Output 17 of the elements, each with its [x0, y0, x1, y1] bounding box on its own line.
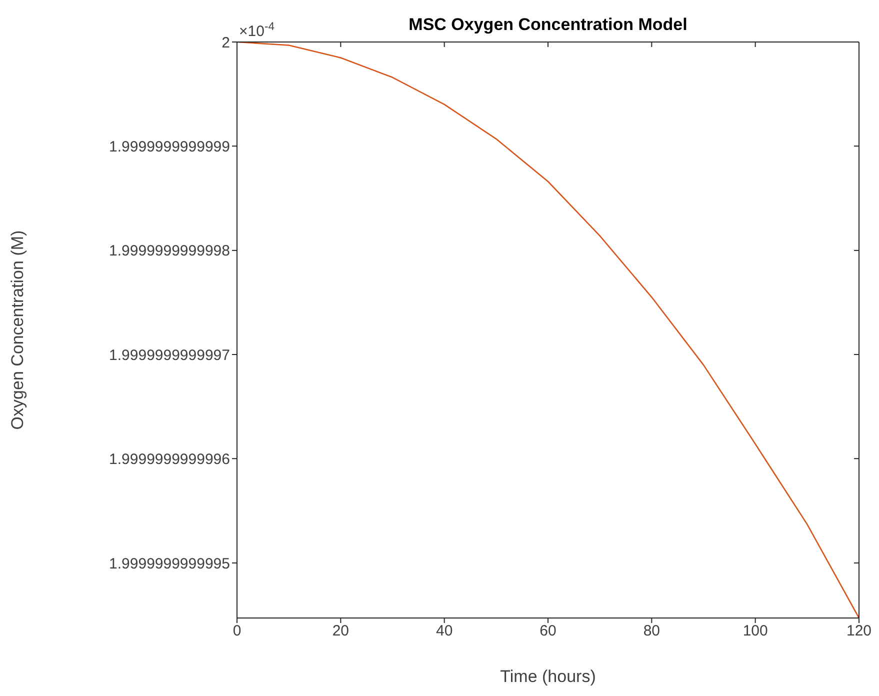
x-tick-label: 40 — [436, 622, 453, 640]
text: ×10$^{-4}$ — [239, 21, 274, 40]
chart-title: MSC Oxygen Concentration Model — [408, 15, 688, 34]
x-tick-label: 0 — [232, 622, 242, 640]
x-tick-label: 80 — [643, 622, 660, 640]
y-tick-label: 2 — [222, 34, 230, 52]
x-tick-label: 100 — [742, 622, 768, 640]
y-tick-label: 1.9999999999998 — [109, 242, 230, 260]
x-axis-title: Time (hours) — [500, 667, 596, 686]
x-tick-label: 20 — [332, 622, 350, 640]
x-tick-label: 120 — [846, 622, 872, 640]
y-tick-label: 1.9999999999999 — [109, 138, 230, 156]
y-tick-label: 1.9999999999995 — [109, 555, 230, 572]
x-tick-label: 60 — [540, 622, 556, 640]
y-tick-label: 1.9999999999996 — [109, 450, 230, 468]
y-tick-label: 1.9999999999997 — [109, 346, 230, 364]
y-axis-title: Oxygen Concentration (M) — [8, 230, 28, 430]
